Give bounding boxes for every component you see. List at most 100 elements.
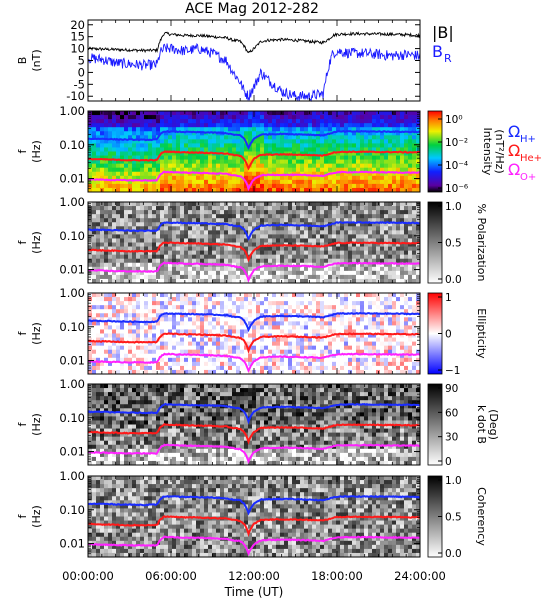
heatmap-cell	[208, 135, 213, 140]
heatmap-cell	[280, 210, 285, 215]
heatmap-cell	[260, 242, 265, 247]
heatmap-cell	[392, 163, 397, 169]
heatmap-cell	[204, 270, 209, 276]
y-axis-unit: (Hz)	[30, 140, 43, 163]
heatmap-cell	[212, 361, 217, 367]
heatmap-cell	[224, 274, 229, 280]
heatmap-cell	[204, 210, 209, 215]
heatmap-cell	[416, 175, 421, 181]
heatmap-cell	[284, 119, 289, 124]
heatmap-cell	[244, 214, 249, 219]
heatmap-cell	[180, 365, 185, 371]
heatmap-cell	[348, 341, 353, 347]
heatmap-cell	[180, 313, 185, 318]
heatmap-cell	[376, 230, 381, 235]
heatmap-cell	[116, 226, 121, 231]
heatmap-cell	[172, 179, 177, 185]
heatmap-cell	[228, 202, 233, 207]
heatmap-cell	[348, 369, 353, 375]
heatmap-cell	[164, 246, 169, 251]
heatmap-cell	[180, 293, 185, 298]
heatmap-cell	[144, 135, 149, 140]
heatmap-cell	[332, 127, 337, 132]
heatmap-cell	[164, 119, 169, 124]
heatmap-cell	[244, 147, 249, 152]
heatmap-cell	[252, 206, 257, 211]
heatmap-cell	[232, 175, 237, 181]
heatmap-cell	[400, 242, 405, 247]
colorbar-tick-label: 1.0	[445, 201, 462, 213]
heatmap-cell	[260, 293, 265, 298]
heatmap-cell	[100, 238, 105, 243]
heatmap-cell	[132, 301, 137, 306]
heatmap-cell	[188, 187, 193, 193]
heatmap-cell	[288, 305, 293, 310]
heatmap-cell	[100, 341, 105, 347]
heatmap-cell	[168, 183, 173, 189]
heatmap-cell	[268, 365, 273, 371]
heatmap-cell	[288, 163, 293, 169]
heatmap-cell	[176, 179, 181, 185]
heatmap-cell	[148, 293, 153, 298]
heatmap-cell	[148, 361, 153, 367]
heatmap-cell	[312, 365, 317, 371]
heatmap-cell	[128, 250, 133, 256]
heatmap-cell	[188, 313, 193, 318]
heatmap-cell	[308, 123, 313, 128]
heatmap-cell	[280, 369, 285, 375]
heatmap-cell	[260, 115, 265, 120]
heatmap-cell	[168, 143, 173, 148]
heatmap-cell	[100, 345, 105, 351]
heatmap-cell	[164, 242, 169, 247]
heatmap-cell	[136, 262, 141, 268]
heatmap-cell	[332, 119, 337, 124]
heatmap-cell	[144, 230, 149, 235]
heatmap-cell	[108, 163, 113, 169]
heatmap-cell	[264, 337, 269, 342]
heatmap-cell	[116, 242, 121, 247]
heatmap-cell	[328, 270, 333, 276]
heatmap-cell	[96, 179, 101, 185]
heatmap-cell	[336, 262, 341, 268]
heatmap-cell	[320, 111, 325, 116]
heatmap-cell	[100, 297, 105, 302]
heatmap-cell	[152, 123, 157, 128]
heatmap-cell	[304, 187, 309, 193]
heatmap-cell	[312, 202, 317, 207]
heatmap-cell	[172, 293, 177, 298]
heatmap-cell	[312, 258, 317, 264]
heatmap-cell	[408, 242, 413, 247]
heatmap-cell	[324, 254, 329, 260]
heatmap-cell	[344, 266, 349, 272]
heatmap-cell	[100, 135, 105, 140]
heatmap-cell	[108, 115, 113, 120]
heatmap-cell	[100, 175, 105, 181]
heatmap-cell	[336, 115, 341, 120]
heatmap-cell	[408, 171, 413, 177]
heatmap-cell	[316, 210, 321, 215]
heatmap-cell	[308, 337, 313, 342]
heatmap-cell	[228, 254, 233, 260]
heatmap-cell	[108, 143, 113, 148]
heatmap-cell	[372, 218, 377, 223]
heatmap-cell	[268, 325, 273, 330]
heatmap-cell	[296, 187, 301, 193]
heatmap-cell	[392, 246, 397, 251]
heatmap-cell	[112, 270, 117, 276]
heatmap-cell	[236, 309, 241, 314]
heatmap-cell	[152, 353, 157, 359]
heatmap-cell	[328, 167, 333, 173]
heatmap-cell	[264, 270, 269, 276]
heatmap-cell	[404, 230, 409, 235]
heatmap-cell	[308, 357, 313, 363]
heatmap-cell	[296, 159, 301, 165]
heatmap-cell	[276, 361, 281, 367]
heatmap-cell	[296, 301, 301, 306]
heatmap-cell	[360, 234, 365, 239]
heatmap-cell	[224, 297, 229, 302]
heatmap-cell	[392, 115, 397, 120]
heatmap-cell	[352, 357, 357, 363]
heatmap-cell	[236, 131, 241, 136]
heatmap-cell	[216, 206, 221, 211]
heatmap-cell	[192, 254, 197, 260]
